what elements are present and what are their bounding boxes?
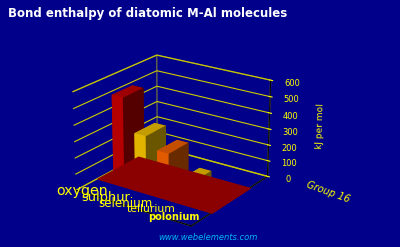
- Text: Group 16: Group 16: [305, 180, 351, 205]
- Text: www.webelements.com: www.webelements.com: [158, 233, 258, 242]
- Text: Bond enthalpy of diatomic M-Al molecules: Bond enthalpy of diatomic M-Al molecules: [8, 7, 287, 21]
